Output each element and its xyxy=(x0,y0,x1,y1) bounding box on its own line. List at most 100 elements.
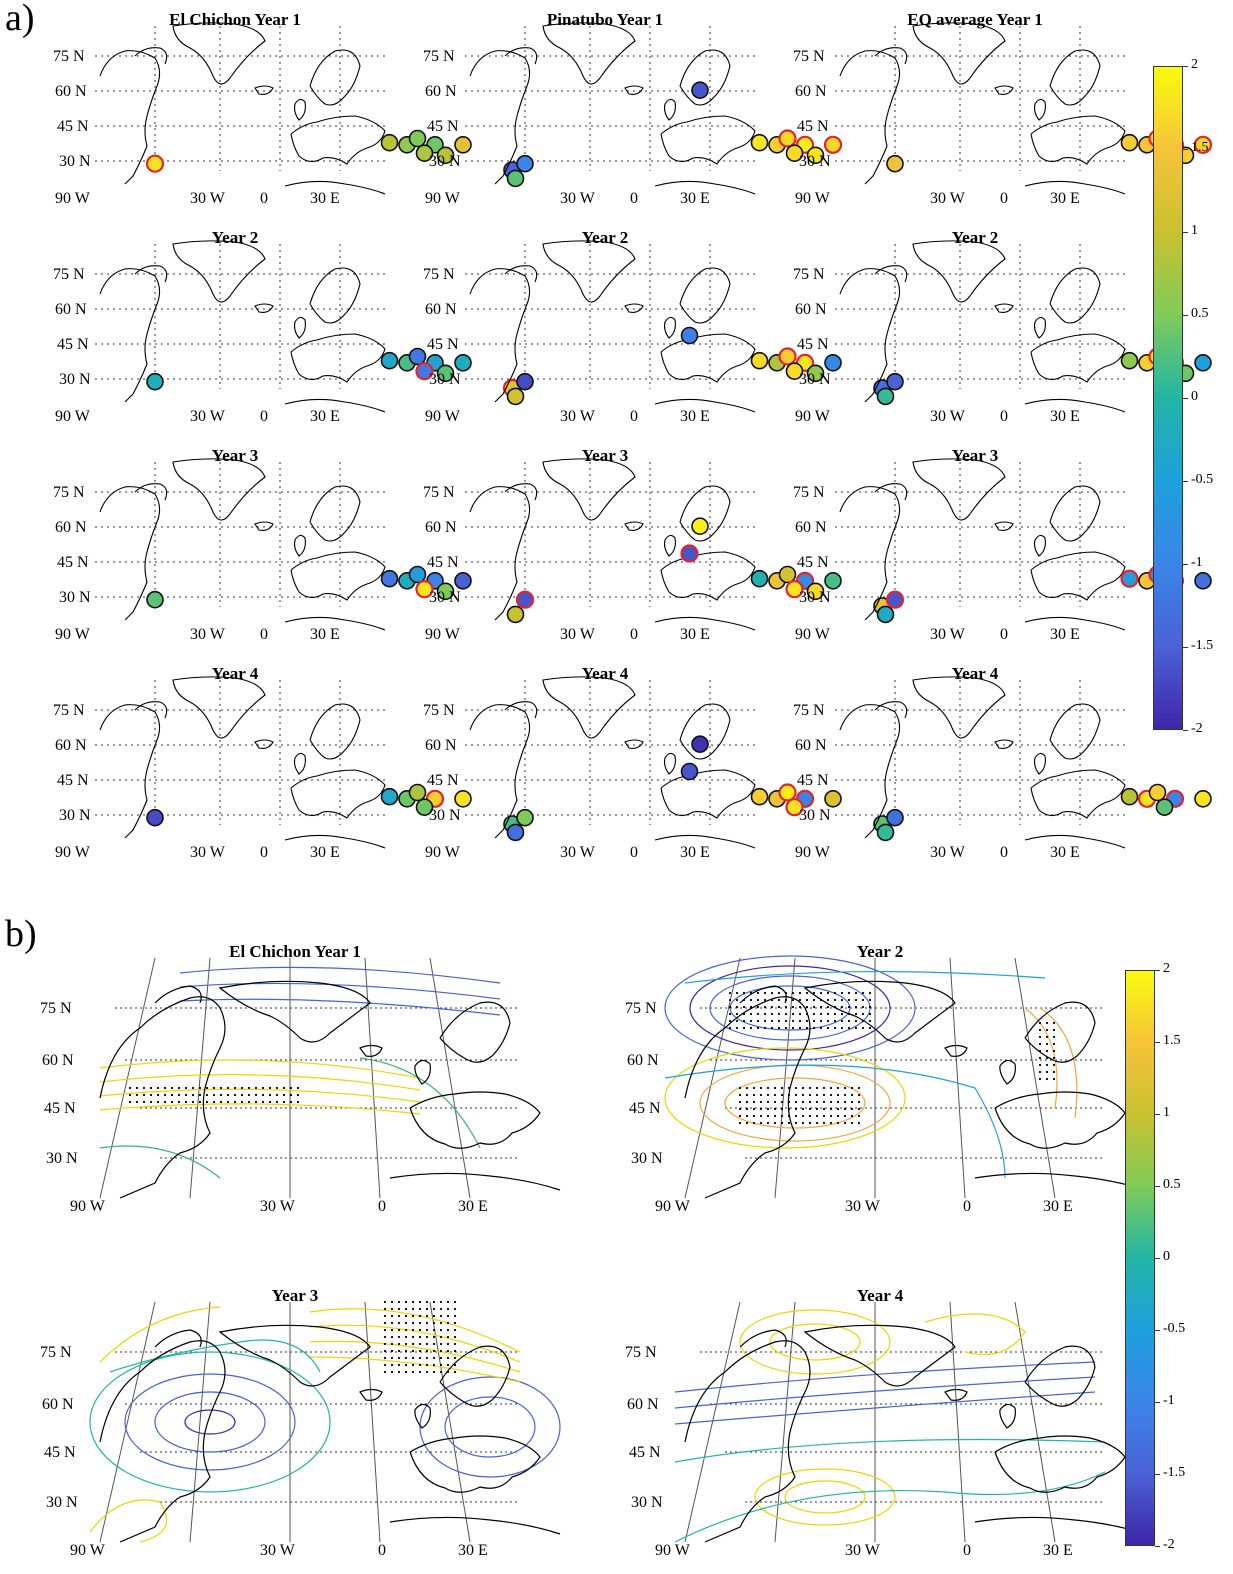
coastline xyxy=(99,1324,561,1543)
lat-label: 45 N xyxy=(427,118,459,135)
colorbar-tick-mark xyxy=(1183,398,1188,399)
lat-label: 60 N xyxy=(627,1052,659,1069)
station-marker-C3 xyxy=(785,798,804,817)
station-marker-C1 xyxy=(778,129,797,148)
lat-label: 30 N xyxy=(799,371,831,388)
station-marker-C4 xyxy=(436,364,455,383)
colorbar-tick-label: 1.5 xyxy=(1191,140,1209,155)
contour-line xyxy=(724,1077,866,1129)
contour-line xyxy=(99,1074,421,1091)
map-canvas xyxy=(835,22,1213,195)
lon-label: 30 W xyxy=(190,190,225,207)
coastline xyxy=(684,980,1146,1199)
contour-line xyxy=(674,1438,1106,1463)
contour-line xyxy=(684,970,1046,984)
map-title: Year 2 xyxy=(211,228,259,247)
station-marker-S2 xyxy=(506,387,525,406)
lat-label: 75 N xyxy=(625,1000,657,1017)
lat-label: 30 N xyxy=(429,589,461,606)
panel-label-b: b) xyxy=(5,913,37,955)
contour-map-1: El Chichon Year 1 75 N 60 N 45 N 30 N 90 W 30 … xyxy=(40,942,561,1215)
lat-label: 45 N xyxy=(427,554,459,571)
map-title: Year 4 xyxy=(211,664,259,683)
station-marker-NAmerica xyxy=(146,372,164,391)
station-marker-SV1 xyxy=(691,735,709,753)
station-marker-C4 xyxy=(806,582,825,601)
station-marker-W1 xyxy=(750,569,769,588)
lon-label: 30 E xyxy=(1043,1198,1073,1215)
lon-label: 0 xyxy=(378,1542,386,1559)
lat-label: 60 N xyxy=(425,737,457,754)
contour-line xyxy=(739,1309,891,1375)
station-marker-S2 xyxy=(506,605,525,624)
lon-label: 0 xyxy=(630,844,638,861)
station-map-r2-c2: Year 2 75 N 60 N 45 N 30 N 90 W 30 W 0 30 E xyxy=(423,228,895,434)
significance-stipple xyxy=(128,1086,300,1104)
lat-label: 45 N xyxy=(797,118,829,135)
station-marker-NAmerica xyxy=(515,590,535,609)
contour-line xyxy=(674,1471,1106,1543)
contour-line xyxy=(154,1391,266,1453)
colorbar-tick-mark xyxy=(1155,1402,1160,1403)
lat-label: 45 N xyxy=(797,772,829,789)
station-marker-SV1 xyxy=(691,517,709,535)
graticule xyxy=(835,26,1125,171)
colorbar-tick-label: 0 xyxy=(1191,389,1198,404)
contour-map-3: Year 3 75 N 60 N 45 N 30 N 90 W 30 W 0 30 E xyxy=(40,1286,561,1559)
lon-label: 90 W xyxy=(425,190,460,207)
contour-line xyxy=(1024,1007,1058,1109)
colorbar-tick-mark xyxy=(1155,1042,1160,1043)
lat-label: 30 N xyxy=(799,589,831,606)
lon-label: 30 W xyxy=(560,626,595,643)
lon-label: 0 xyxy=(378,1198,386,1215)
lon-label: 30 W xyxy=(930,844,965,861)
station-marker-C4 xyxy=(806,146,825,165)
station-marker-NAmerica xyxy=(886,372,904,391)
station-marker-E1 xyxy=(824,572,842,590)
lon-label: 30 E xyxy=(680,408,710,425)
lat-label: 60 N xyxy=(55,301,87,318)
lat-label: 30 N xyxy=(799,807,831,824)
coastline xyxy=(469,240,756,413)
contour-line xyxy=(179,982,501,1000)
lat-label: 75 N xyxy=(625,1344,657,1361)
station-marker-C1 xyxy=(778,783,797,802)
colorbar-tick-label: 1 xyxy=(1163,1105,1170,1120)
station-marker-E1 xyxy=(823,135,843,154)
lat-label: 30 N xyxy=(59,807,91,824)
graticule xyxy=(835,244,1125,389)
lon-label: 90 W xyxy=(55,190,90,207)
station-marker-NAmerica xyxy=(516,808,534,827)
colorbar-tick-mark xyxy=(1155,1330,1160,1331)
lon-label: 90 W xyxy=(655,1198,690,1215)
station-marker-C4 xyxy=(436,582,455,601)
lon-label: 0 xyxy=(260,408,268,425)
lon-label: 90 W xyxy=(55,844,90,861)
lon-label: 30 E xyxy=(680,844,710,861)
lat-label: 45 N xyxy=(57,118,89,135)
station-marker-C3 xyxy=(415,362,434,381)
lon-label: 0 xyxy=(1000,190,1008,207)
station-marker-E1 xyxy=(1194,790,1212,808)
colorbar-tick-mark xyxy=(1155,1114,1160,1115)
lat-label: 45 N xyxy=(629,1100,661,1117)
significance-stipple xyxy=(728,991,872,1030)
station-marker-NAmerica xyxy=(516,154,534,173)
lat-label: 60 N xyxy=(795,737,827,754)
map-canvas xyxy=(674,1301,1146,1543)
station-marker-C3 xyxy=(785,580,804,599)
lat-label: 45 N xyxy=(427,772,459,789)
contour-line xyxy=(674,1391,1096,1425)
graticule xyxy=(95,680,385,825)
significance-stipple xyxy=(1038,1021,1056,1081)
map-canvas xyxy=(835,676,1212,849)
map-canvas xyxy=(99,957,561,1199)
graticule xyxy=(684,1301,1105,1543)
contour-line xyxy=(99,1145,221,1179)
graticule xyxy=(465,462,755,607)
lat-label: 60 N xyxy=(795,83,827,100)
map-title: Year 4 xyxy=(856,1286,904,1305)
colorbar-tick-mark xyxy=(1183,232,1188,233)
colorbar-a: 2 1.5 1 0.5 0 -0.5 -1 -1.5 -2 xyxy=(1153,57,1213,736)
lat-label: 60 N xyxy=(795,519,827,536)
